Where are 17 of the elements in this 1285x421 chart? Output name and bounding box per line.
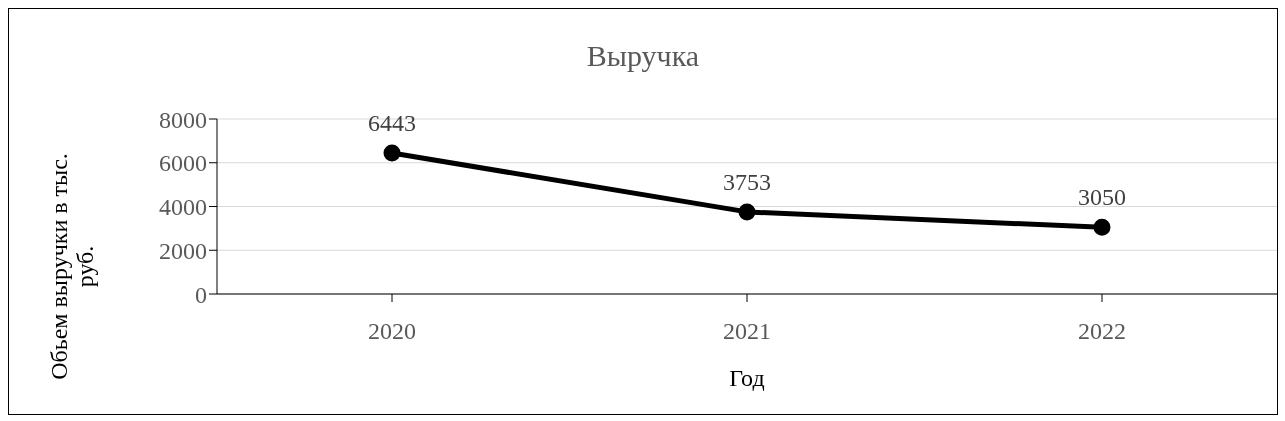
x-tick-label: 2022 [1078, 318, 1126, 345]
data-label: 3050 [1078, 184, 1126, 211]
data-label: 6443 [368, 110, 416, 137]
y-tick-label: 2000 [159, 237, 207, 264]
x-tick-label: 2021 [723, 318, 771, 345]
x-axis-title: Год [729, 365, 765, 391]
y-tick-label: 8000 [159, 106, 207, 133]
y-axis-title: Обьем выручки в тыс. руб. [46, 153, 98, 380]
y-tick-label: 6000 [159, 150, 207, 177]
data-label: 3753 [723, 168, 771, 195]
x-tick-label: 2020 [368, 318, 416, 345]
point [738, 203, 756, 221]
point [383, 144, 401, 162]
y-tick-label: 0 [195, 281, 207, 308]
point [1093, 218, 1111, 236]
chart-title: Выручка [585, 39, 701, 73]
y-tick-label: 4000 [159, 194, 207, 221]
